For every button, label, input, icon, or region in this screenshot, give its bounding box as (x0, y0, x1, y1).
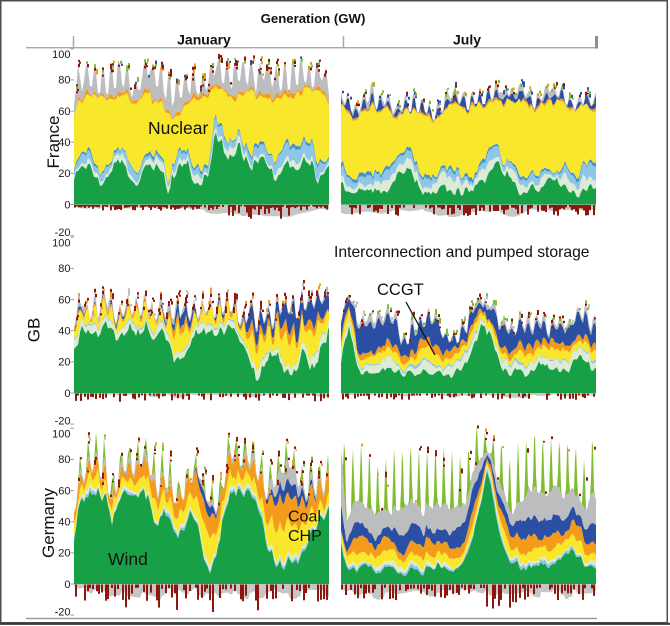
svg-text:Wind: Wind (108, 549, 148, 569)
svg-text:40: 40 (58, 517, 70, 529)
svg-text:60: 60 (58, 106, 70, 118)
svg-text:0: 0 (64, 199, 70, 211)
svg-text:Coal: Coal (288, 509, 321, 526)
svg-text:CHP: CHP (288, 528, 322, 545)
svg-text:100: 100 (52, 49, 70, 61)
svg-text:July: July (453, 32, 481, 48)
svg-text:100: 100 (52, 429, 70, 441)
svg-text:20: 20 (58, 168, 70, 180)
svg-text:0: 0 (64, 579, 70, 591)
svg-text:CCGT: CCGT (377, 281, 424, 299)
svg-text:80: 80 (58, 454, 70, 466)
svg-text:60: 60 (58, 485, 70, 497)
svg-text:0: 0 (64, 388, 70, 400)
svg-text:January: January (177, 32, 231, 48)
svg-text:Germany: Germany (39, 488, 58, 558)
svg-text:40: 40 (58, 326, 70, 338)
svg-text:GB: GB (25, 318, 44, 343)
svg-text:20: 20 (58, 357, 70, 369)
svg-text:France: France (44, 116, 63, 169)
svg-text:80: 80 (58, 263, 70, 275)
svg-text:80: 80 (58, 75, 70, 87)
svg-text:40: 40 (58, 137, 70, 149)
svg-text:-20: -20 (55, 415, 71, 427)
svg-text:60: 60 (58, 294, 70, 306)
svg-text:Generation (GW): Generation (GW) (261, 11, 366, 26)
svg-text:-20: -20 (55, 606, 71, 618)
svg-text:-20: -20 (55, 227, 71, 239)
svg-text:Interconnection and pumped sto: Interconnection and pumped storage (334, 244, 590, 261)
svg-text:20: 20 (58, 548, 70, 560)
svg-text:100: 100 (52, 238, 70, 250)
svg-text:Nuclear: Nuclear (148, 118, 208, 138)
